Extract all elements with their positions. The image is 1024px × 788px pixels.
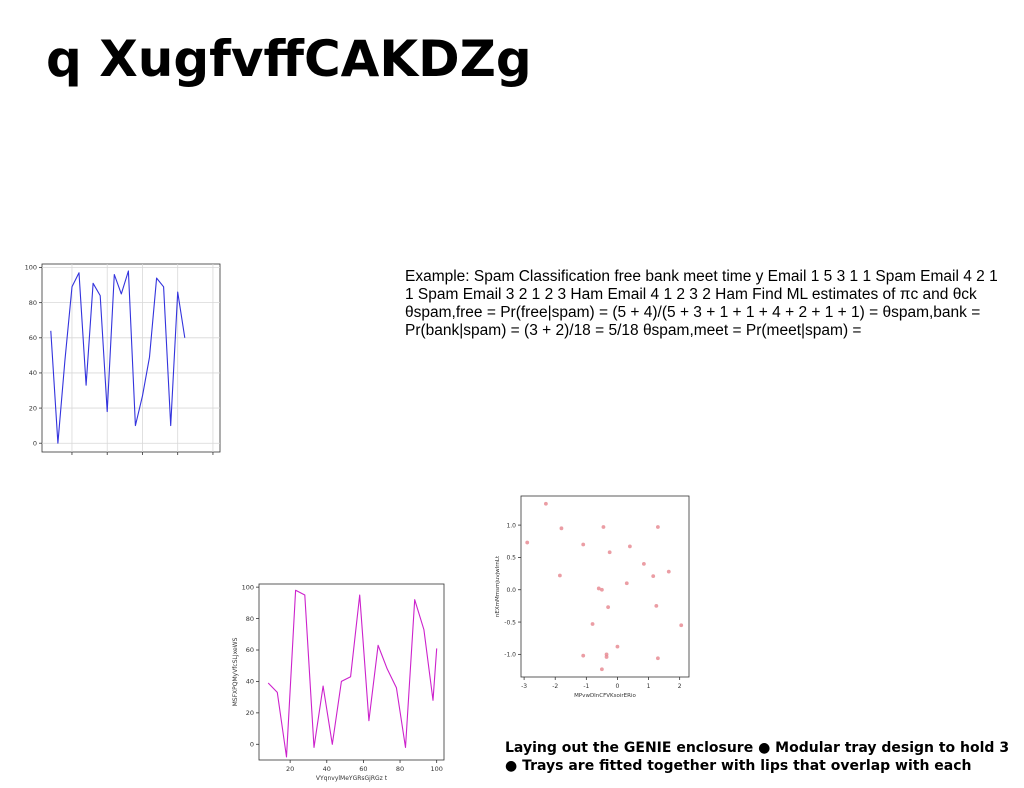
y-tick-label: 0.0 [506, 587, 516, 594]
scatter-point [624, 581, 629, 586]
x-tick-label: 40 [323, 765, 331, 773]
scatter-point [651, 574, 656, 579]
series-line [267, 589, 438, 758]
x-tick-label: -3 [521, 683, 527, 690]
line-chart-magenta: 20 40 60 80 100 0 20 40 60 80 100 VYqnvylMeYGRsGjRG… [232, 583, 445, 782]
y-tick-label: 1.0 [506, 522, 516, 529]
scatter-point [581, 653, 586, 658]
y-tick-label: 80 [29, 299, 37, 307]
x-tick-label: 20 [286, 765, 294, 773]
scatter-point [607, 550, 612, 555]
y-tick-label: 40 [29, 369, 37, 377]
x-tick-label: 80 [396, 765, 404, 773]
scatter-point [525, 540, 530, 545]
scatter-point [655, 656, 660, 661]
x-tick-label: 100 [430, 765, 442, 773]
caption: Laying out the GENIE enclosure ● Modular… [505, 739, 1020, 775]
y-tick-label: 20 [246, 709, 254, 717]
x-tick-label: 20 [68, 457, 76, 458]
x-axis-label: VYqnvylMeYGRsGjRGz t [316, 775, 388, 782]
scatter-point [654, 603, 659, 608]
slide-title: q XugfvffCAKDZg [46, 30, 532, 88]
scatter-point [655, 525, 660, 529]
scatter-point [599, 667, 604, 672]
scatter-point [599, 587, 604, 592]
scatter-point [559, 526, 564, 531]
y-tick-label: 60 [246, 646, 254, 654]
series-line [50, 270, 186, 444]
y-tick-label: 0 [33, 439, 37, 447]
plot-frame [520, 495, 690, 678]
caption-line-2: ● Trays are fitted together with lips th… [505, 758, 972, 774]
plot-frame [41, 263, 221, 453]
y-tick-label: -0.5 [504, 619, 516, 626]
y-axis-label: MSFXPQMyVfcSLJxeWS [232, 637, 239, 706]
scatter-point [627, 544, 632, 549]
x-axis-label: MPvwDInCFVKsoirERio [574, 693, 636, 699]
x-tick-label: 2 [678, 683, 682, 690]
scatter-point [604, 655, 609, 659]
scatter-point [679, 623, 684, 628]
y-axis-label: nEXmMmsmjuvjwIrnLt [495, 555, 501, 617]
scatter-point [606, 605, 611, 610]
x-tick-label: -2 [552, 683, 558, 690]
scatter-point [590, 622, 595, 626]
scatter-point [615, 644, 620, 649]
scatter-point [601, 525, 606, 529]
scatter-point [543, 501, 548, 506]
caption-line-1: Laying out the GENIE enclosure ● Modular… [505, 740, 1010, 756]
x-tick-label: 100 [207, 457, 219, 458]
y-tick-label: 40 [246, 678, 254, 686]
y-tick-label: 80 [246, 615, 254, 623]
x-tick-label: 40 [103, 457, 111, 458]
x-tick-label: 0 [616, 683, 620, 690]
scatter-point [666, 569, 671, 574]
y-tick-label: 0.5 [506, 555, 516, 562]
x-tick-label: 80 [174, 457, 182, 458]
scatter-chart: -3 -2 -1 0 1 2 -1.0 -0.5 0.0 0.5 1.0 MPvwDInCFVKsoi… [495, 495, 690, 699]
body-text: Example: Spam Classification free bank m… [405, 268, 998, 339]
scatter-point [596, 586, 601, 591]
y-tick-label: -1.0 [504, 652, 516, 659]
x-tick-label: 1 [647, 683, 651, 690]
y-tick-label: 100 [25, 264, 37, 272]
line-chart-blue: 20 40 60 80 100 0 20 40 60 80 100 [25, 263, 221, 458]
x-tick-label: -1 [583, 683, 589, 690]
y-tick-label: 100 [242, 583, 254, 591]
scatter-point [581, 542, 586, 547]
y-tick-label: 60 [29, 334, 37, 342]
y-tick-label: 0 [250, 740, 254, 748]
x-tick-label: 60 [138, 457, 146, 458]
scatter-point [641, 561, 646, 566]
y-tick-label: 20 [29, 404, 37, 412]
scatter-point [557, 573, 562, 578]
x-tick-label: 60 [359, 765, 367, 773]
